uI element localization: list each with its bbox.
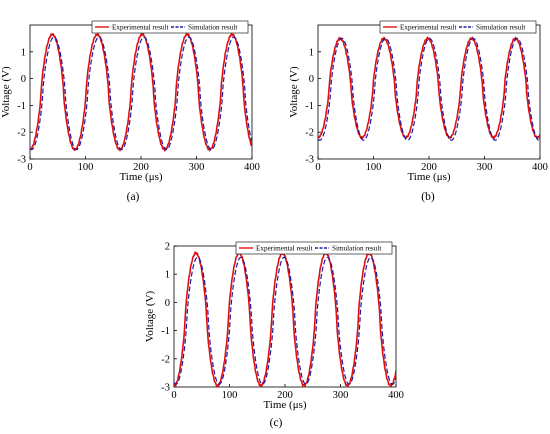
legend-entry-label: Simulation result	[332, 245, 381, 253]
x-tick-label: 100	[222, 390, 238, 401]
panel-caption: (b)	[421, 191, 435, 203]
x-tick-label: 200	[277, 390, 293, 401]
y-tick-label: -1	[17, 101, 26, 112]
x-tick-label: 400	[244, 162, 260, 173]
x-tick-label: 400	[388, 390, 404, 401]
series-line-experimental	[30, 32, 252, 153]
chart-panel-1: 0 100 200 300 400 -3 -2 -1 0 1 Time (μs) Voltage (V…	[0, 20, 260, 203]
x-tick-label: 300	[333, 390, 349, 401]
x-tick-label: 100	[366, 162, 382, 173]
panel-caption: (c)	[270, 417, 283, 429]
x-tick-label: 400	[532, 162, 548, 173]
series-line-experimental	[174, 250, 396, 387]
legend: Experimental result Simulation result	[379, 20, 537, 34]
legend-entry-label: Simulation result	[476, 24, 525, 32]
x-tick-label: 300	[189, 162, 205, 173]
series-line-simulation	[174, 256, 396, 385]
y-tick-label: -1	[305, 101, 314, 112]
y-tick-label: 2	[165, 242, 170, 253]
y-tick-label: 0	[165, 298, 170, 309]
x-tick-label: 200	[133, 162, 149, 173]
x-tick-label: 200	[421, 162, 437, 173]
legend-entry-label: Simulation result	[188, 24, 237, 32]
y-axis-label: Voltage (V)	[288, 66, 300, 118]
series-line-simulation	[30, 36, 252, 151]
y-axis-label: Voltage (V)	[144, 290, 156, 342]
y-tick-label: 0	[21, 74, 26, 85]
x-tick-label: 300	[477, 162, 493, 173]
legend-entry-label: Experimental result	[256, 245, 312, 253]
chart-panel-2: 0 100 200 300 400 -3 -2 -1 0 1 Time (μs) Voltage (V…	[288, 20, 548, 203]
legend-entry-label: Experimental result	[400, 24, 456, 32]
y-tick-label: -1	[161, 326, 170, 337]
y-tick-label: -3	[305, 155, 314, 166]
legend-box	[235, 241, 393, 255]
x-tick-label: 0	[315, 162, 320, 173]
series-line-simulation	[318, 37, 540, 141]
y-tick-label: 0	[309, 74, 314, 85]
y-tick-label: 1	[165, 270, 170, 281]
legend: Experimental result Simulation result	[91, 20, 249, 34]
legend-entry-label: Experimental result	[112, 24, 168, 32]
chart-panel-3: 0 100 200 300 400 -3 -2 -1 0 1 2 Time (μs) Voltage (…	[144, 242, 404, 430]
y-tick-label: -2	[17, 128, 26, 139]
legend-box	[379, 20, 537, 34]
x-tick-label: 100	[78, 162, 94, 173]
legend-box	[91, 20, 249, 34]
panel-caption: (a)	[127, 191, 140, 203]
x-tick-label: 0	[171, 390, 176, 401]
y-tick-label: -2	[161, 354, 170, 365]
y-axis-label: Voltage (V)	[0, 66, 12, 118]
y-tick-label: 1	[309, 47, 314, 58]
series-line-experimental	[318, 36, 540, 141]
x-axis-label: Time (μs)	[407, 171, 450, 183]
x-axis-label: Time (μs)	[119, 171, 162, 183]
y-tick-label: -2	[305, 128, 314, 139]
y-tick-label: -3	[17, 155, 26, 166]
x-axis-label: Time (μs)	[263, 399, 306, 411]
x-tick-label: 0	[27, 162, 32, 173]
legend: Experimental result Simulation result	[235, 241, 393, 255]
y-tick-label: 1	[21, 47, 26, 58]
y-tick-label: -3	[161, 383, 170, 394]
